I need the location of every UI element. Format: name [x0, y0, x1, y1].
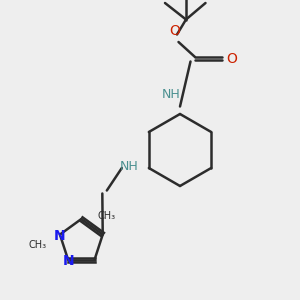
- Text: N: N: [62, 254, 74, 268]
- Text: CH₃: CH₃: [28, 240, 46, 250]
- Text: NH: NH: [120, 160, 139, 173]
- Text: NH: NH: [162, 88, 180, 100]
- Text: O: O: [226, 52, 237, 65]
- Text: O: O: [169, 24, 180, 38]
- Text: CH₃: CH₃: [98, 211, 116, 221]
- Text: N: N: [54, 229, 66, 243]
